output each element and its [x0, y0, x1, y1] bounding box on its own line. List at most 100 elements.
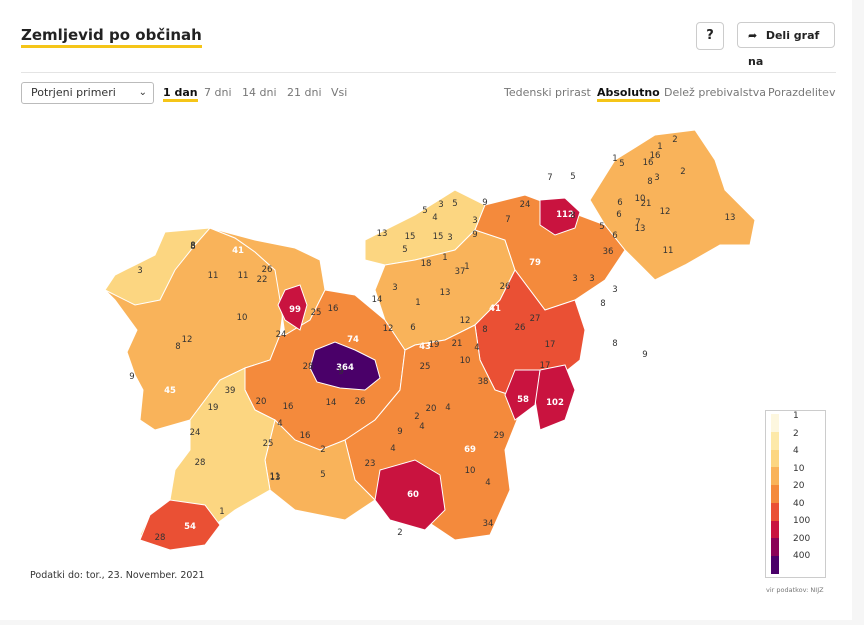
municipality-value-label: 4	[390, 444, 395, 454]
municipality-value-label: 18	[421, 259, 432, 269]
legend-label: 200	[793, 533, 811, 544]
tab-21-dni[interactable]: 21 dni	[287, 86, 322, 99]
municipality-value-label: 14	[372, 295, 383, 305]
tab-14-dni[interactable]: 14 dni	[242, 86, 277, 99]
tab-delez-prebivalstva[interactable]: Delež prebivalstva	[664, 86, 767, 99]
municipality-krsko[interactable]	[504, 369, 541, 421]
municipality-value-label: 4	[474, 343, 479, 353]
tab-tedenski-prirast[interactable]: Tedenski prirast	[504, 86, 591, 99]
municipality-value-label: 26	[515, 323, 526, 333]
municipality-value-label: 24	[190, 428, 201, 438]
municipality-value-label: 8	[647, 177, 652, 187]
help-button[interactable]: ?	[696, 22, 724, 50]
municipality-value-label: 2	[672, 135, 677, 145]
municipality-value-label: 29	[494, 431, 505, 441]
municipality-value-label: 3	[654, 173, 659, 183]
municipality-value-label: 5	[422, 206, 427, 216]
municipality-value-label: 22	[257, 275, 268, 285]
municipality-value-label: 16	[283, 402, 294, 412]
tab-1-dan[interactable]: 1 dan	[163, 86, 198, 102]
legend-swatch	[771, 414, 779, 432]
tab-vsi[interactable]: Vsi	[331, 86, 348, 99]
legend-swatch	[771, 556, 779, 574]
municipality-value-label: 102	[546, 398, 564, 408]
municipality-value-label: 17	[545, 340, 556, 350]
municipality-value-label: 5	[570, 172, 575, 182]
legend-swatch	[771, 485, 779, 503]
municipality-value-label: 11	[270, 472, 281, 482]
municipality-value-label: 37	[455, 267, 466, 277]
municipality-value-label: 12	[460, 316, 471, 326]
share-button[interactable]: ➦ Deli graf na	[737, 22, 835, 68]
municipality-kranj[interactable]	[277, 284, 308, 331]
municipality-value-label: 4	[485, 478, 490, 488]
region-northwest[interactable]	[104, 227, 212, 306]
map-legend: 1 2 4 10 20 40 100 200 400	[765, 410, 826, 578]
municipality-value-label: 43	[419, 342, 431, 352]
municipality-value-label: 9	[482, 198, 487, 208]
municipality-value-label: 28	[195, 458, 206, 468]
municipality-value-label: 6	[612, 231, 617, 241]
legend-swatch	[771, 449, 779, 468]
municipality-value-label: 13	[725, 213, 736, 223]
municipality-value-label: 9	[472, 230, 477, 240]
municipality-value-label: 8	[482, 325, 487, 335]
municipality-value-label: 13	[377, 229, 388, 239]
municipality-value-label: 4	[445, 403, 450, 413]
municipality-value-label: 11	[208, 271, 219, 281]
municipality-value-label: 2	[680, 167, 685, 177]
municipality-value-label: 36	[603, 247, 614, 257]
municipality-value-label: 26	[500, 282, 511, 292]
municipality-value-label: 9	[338, 367, 343, 377]
municipality-value-label: 13	[635, 224, 646, 234]
municipality-value-label: 5	[619, 159, 624, 169]
municipality-value-label: 2	[397, 528, 402, 538]
municipality-value-label: 19	[429, 340, 440, 350]
region-pomurska[interactable]	[589, 129, 756, 281]
municipality-map[interactable]: 3641121029979746960585445434141393837363…	[95, 120, 765, 555]
legend-swatch	[771, 431, 779, 450]
municipality-novo-mesto[interactable]	[374, 459, 446, 531]
municipality-value-label: 38	[478, 377, 489, 387]
municipality-value-label: 8	[190, 242, 195, 252]
municipality-value-label: 5	[320, 470, 325, 480]
municipality-value-label: 4	[432, 213, 437, 223]
municipality-value-label: 21	[452, 339, 463, 349]
legend-swatch	[771, 467, 779, 486]
legend-label: 1	[793, 411, 799, 421]
page-title: Zemljevid po občinah	[21, 26, 202, 48]
municipality-value-label: 20	[426, 404, 437, 414]
legend-label: 2	[793, 428, 799, 439]
municipality-value-label: 1	[415, 298, 420, 308]
tab-porazdelitev[interactable]: Porazdelitev	[768, 86, 836, 99]
data-source-note: vir podatkov: NIJZ	[766, 586, 824, 594]
municipality-value-label: 9	[642, 350, 647, 360]
municipality-value-label: 364	[336, 363, 354, 373]
tab-absolutno[interactable]: Absolutno	[597, 86, 660, 102]
municipality-value-label: 16	[643, 158, 654, 168]
header-divider	[21, 72, 836, 73]
metric-select-value: Potrjeni primeri	[31, 86, 116, 99]
municipality-value-label: 74	[347, 335, 359, 345]
municipality-value-label: 14	[326, 398, 337, 408]
municipality-value-label: 12	[383, 324, 394, 334]
municipality-value-label: 10	[465, 466, 476, 476]
municipality-value-label: 10	[635, 194, 646, 204]
municipality-value-label: 25	[263, 439, 274, 449]
municipality-value-label: 60	[407, 490, 419, 500]
region-istria-south[interactable]	[139, 499, 221, 551]
municipality-value-label: 10	[237, 313, 248, 323]
tab-7-dni[interactable]: 7 dni	[204, 86, 232, 99]
municipality-value-label: 99	[289, 305, 301, 315]
legend-label: 10	[793, 463, 805, 474]
municipality-ljubljana[interactable]	[309, 341, 381, 391]
municipality-value-label: 17	[540, 361, 551, 371]
municipality-value-label: 25	[420, 362, 431, 372]
municipality-value-label: 2	[320, 445, 325, 455]
municipality-value-label: 79	[529, 258, 541, 268]
metric-select[interactable]: Potrjeni primeri ⌄	[21, 82, 154, 104]
municipality-value-label: 3	[392, 283, 397, 293]
municipality-value-label: 3	[572, 274, 577, 284]
municipality-value-label: 1	[442, 253, 447, 263]
municipality-maribor[interactable]	[539, 197, 581, 236]
